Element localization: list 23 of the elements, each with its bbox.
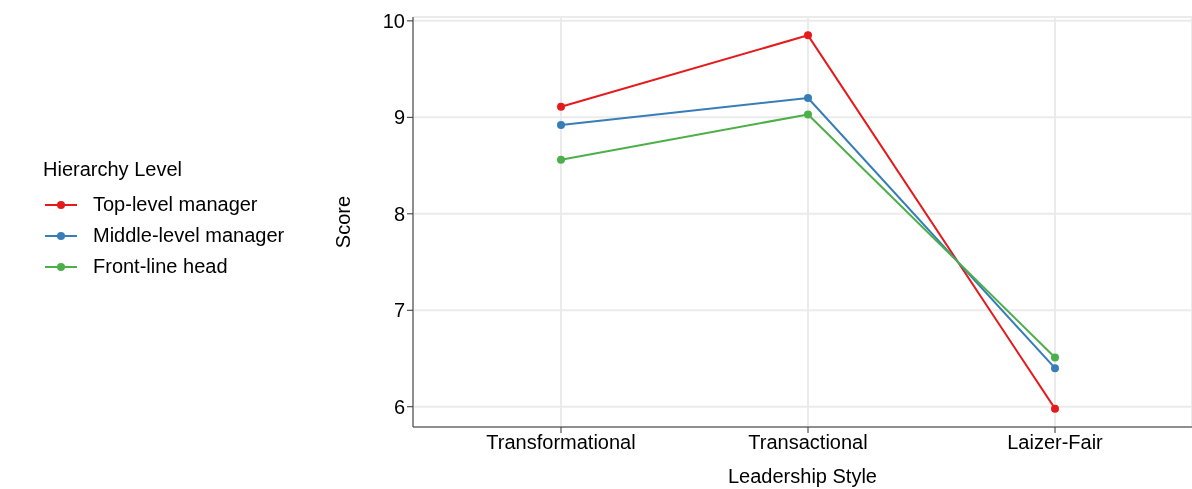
y-tick-label: 6 [393, 395, 405, 418]
y-axis-title: Score [332, 195, 355, 249]
point [804, 110, 812, 119]
point [557, 102, 565, 111]
x-tick-label: Laizer-Fair [1007, 431, 1104, 454]
legend-label: Middle-level manager [93, 224, 285, 247]
x-axis-title: Leadership Style [728, 465, 877, 487]
y-tick-label: 8 [393, 202, 405, 225]
point [557, 155, 565, 164]
point [557, 121, 565, 130]
legend-label: Front-line head [93, 255, 228, 278]
point [1051, 353, 1059, 362]
point [1051, 364, 1059, 373]
y-tick-label: 10 [382, 9, 405, 32]
y-tick-label: 9 [393, 106, 405, 129]
x-tick-label: Transformational [486, 431, 636, 454]
point [804, 31, 812, 40]
legend-label: Top-level manager [93, 193, 258, 216]
y-tick-label: 7 [393, 299, 405, 322]
x-tick-label: Transactional [748, 431, 868, 454]
point [1051, 404, 1059, 413]
point [804, 94, 812, 103]
legend-title: Hierarchy Level [43, 158, 183, 181]
